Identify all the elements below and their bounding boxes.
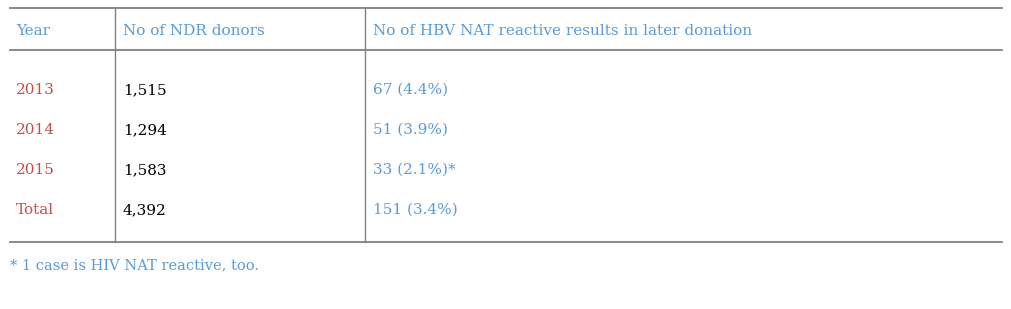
Text: 2014: 2014 — [16, 123, 55, 137]
Text: 1,515: 1,515 — [123, 83, 167, 97]
Text: 51 (3.9%): 51 (3.9%) — [373, 123, 448, 137]
Text: 33 (2.1%)*: 33 (2.1%)* — [373, 163, 455, 177]
Text: 4,392: 4,392 — [123, 203, 167, 217]
Text: 151 (3.4%): 151 (3.4%) — [373, 203, 457, 217]
Text: * 1 case is HIV NAT reactive, too.: * 1 case is HIV NAT reactive, too. — [10, 258, 259, 272]
Text: Year: Year — [16, 24, 50, 38]
Text: No of NDR donors: No of NDR donors — [123, 24, 265, 38]
Text: 67 (4.4%): 67 (4.4%) — [373, 83, 448, 97]
Text: Total: Total — [16, 203, 54, 217]
Text: 1,294: 1,294 — [123, 123, 167, 137]
Text: 2013: 2013 — [16, 83, 55, 97]
Text: 2015: 2015 — [16, 163, 55, 177]
Text: No of HBV NAT reactive results in later donation: No of HBV NAT reactive results in later … — [373, 24, 751, 38]
Text: 1,583: 1,583 — [123, 163, 167, 177]
